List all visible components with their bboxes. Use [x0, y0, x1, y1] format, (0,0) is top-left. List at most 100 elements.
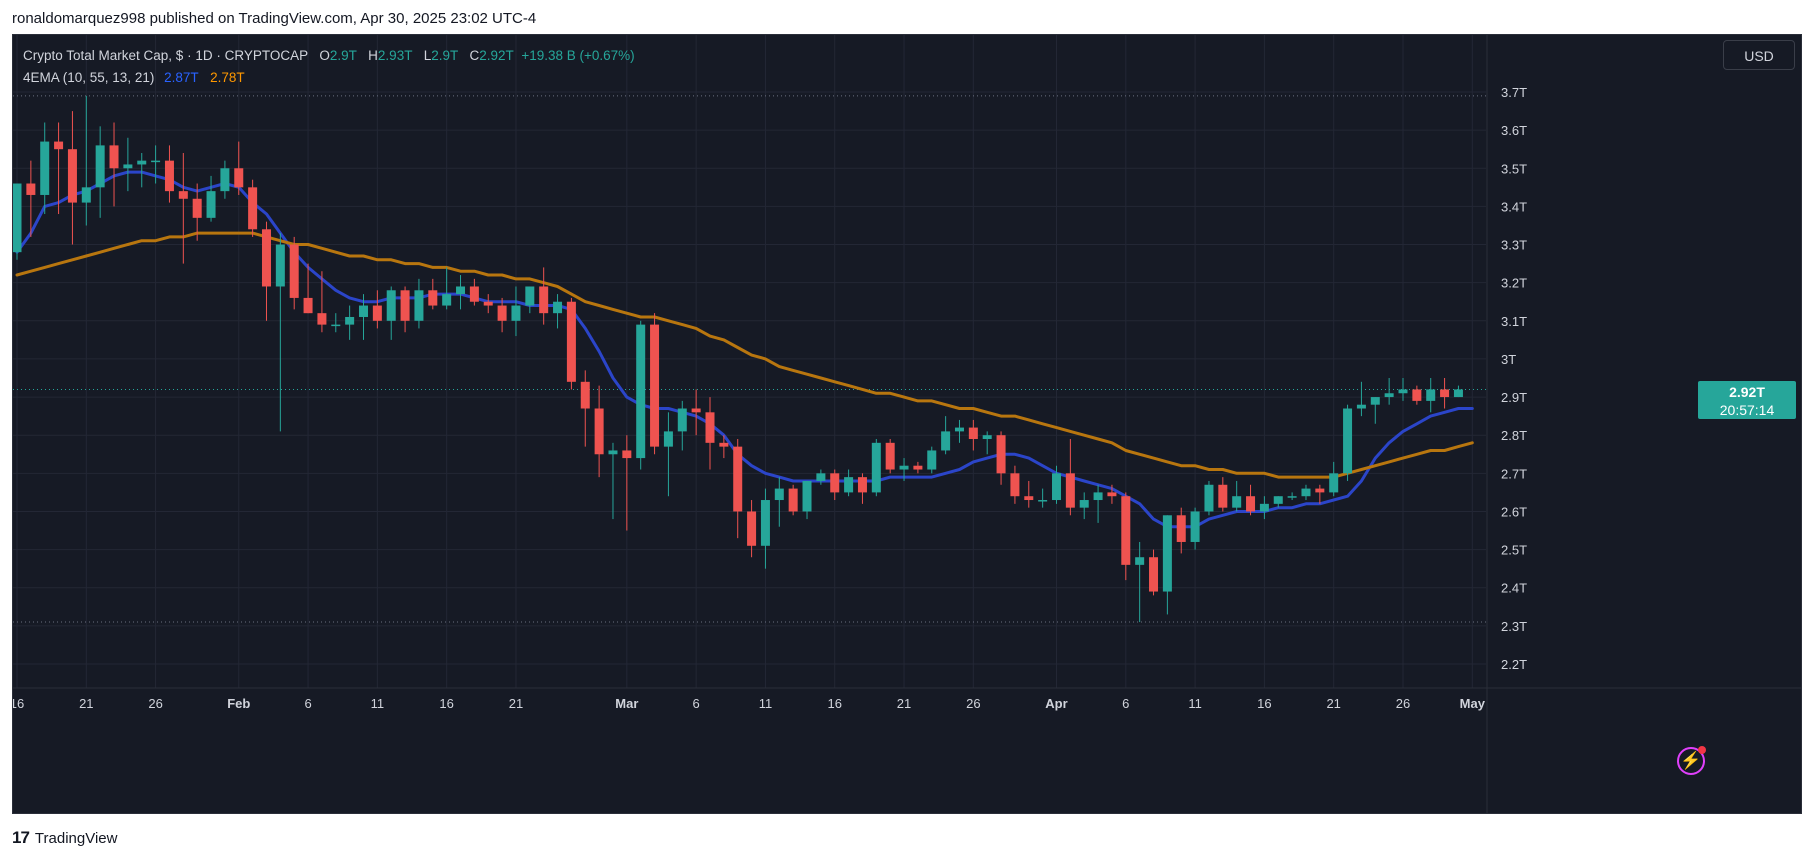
candle[interactable]	[539, 267, 549, 325]
candle[interactable]	[705, 397, 715, 470]
candle[interactable]	[608, 442, 618, 520]
candle[interactable]	[1356, 381, 1366, 417]
candle[interactable]	[719, 435, 729, 459]
candle[interactable]	[1412, 385, 1422, 405]
candle[interactable]	[400, 286, 410, 333]
candle[interactable]	[1315, 484, 1325, 504]
candle[interactable]	[67, 111, 77, 245]
candle[interactable]	[885, 439, 895, 474]
candle[interactable]	[996, 431, 1006, 485]
candle[interactable]	[345, 305, 355, 340]
candle[interactable]	[1370, 397, 1380, 424]
candle[interactable]	[899, 458, 909, 481]
candle[interactable]	[677, 400, 687, 451]
candle[interactable]	[54, 122, 64, 215]
candle[interactable]	[289, 236, 299, 310]
candle[interactable]	[941, 416, 951, 455]
candle[interactable]	[109, 122, 119, 207]
candle[interactable]	[1190, 507, 1200, 550]
candle[interactable]	[857, 473, 867, 504]
candle[interactable]	[1329, 461, 1339, 497]
candle[interactable]	[1218, 477, 1228, 512]
candle[interactable]	[220, 160, 230, 199]
candle[interactable]	[1176, 507, 1186, 554]
candle[interactable]	[234, 141, 244, 195]
candle[interactable]	[1398, 378, 1408, 401]
symbol-legend-row[interactable]: Crypto Total Market Cap, $ · 1D · CRYPTO…	[23, 45, 635, 67]
candle[interactable]	[317, 271, 327, 333]
candle[interactable]	[137, 153, 147, 188]
candle[interactable]	[1135, 541, 1145, 623]
candle[interactable]	[497, 297, 507, 333]
candle[interactable]	[1093, 484, 1103, 523]
candle[interactable]	[372, 290, 382, 329]
currency-button[interactable]: USD	[1723, 40, 1795, 70]
candle[interactable]	[1259, 496, 1269, 520]
candle[interactable]	[1052, 465, 1061, 504]
candle[interactable]	[1343, 404, 1353, 481]
candle[interactable]	[1107, 484, 1117, 504]
candle[interactable]	[26, 160, 36, 237]
candle[interactable]	[913, 461, 923, 474]
candle[interactable]	[968, 419, 978, 451]
candle[interactable]	[414, 278, 424, 329]
chart-panel[interactable]: 2.2T 2.3T 2.4T 2.5T 2.6T 2.7T 2.8T 2.9T 3T 3.1T 3.…	[12, 34, 1802, 814]
candle[interactable]	[1287, 492, 1297, 501]
candle[interactable]	[1426, 378, 1436, 413]
candle[interactable]	[1010, 465, 1020, 504]
candle[interactable]	[1121, 492, 1131, 581]
candle[interactable]	[594, 385, 604, 478]
candle[interactable]	[553, 294, 563, 329]
candle[interactable]	[248, 179, 258, 237]
candle[interactable]	[1024, 480, 1034, 508]
candle[interactable]	[442, 267, 452, 310]
time-axis[interactable]: 16 21 26 Feb 6 11 16 21 Mar 6 11 16 21 26 Apr 6 11 16 21 26…	[13, 687, 1801, 711]
candle[interactable]	[1453, 385, 1463, 398]
candle[interactable]	[13, 183, 22, 260]
candle[interactable]	[428, 278, 438, 310]
candle[interactable]	[816, 469, 826, 485]
candle[interactable]	[1149, 549, 1159, 596]
candle[interactable]	[1079, 492, 1089, 520]
candle[interactable]	[774, 477, 784, 527]
candle[interactable]	[303, 263, 313, 314]
candle[interactable]	[1232, 480, 1242, 512]
candle[interactable]	[788, 484, 798, 516]
candle[interactable]	[871, 439, 881, 497]
candle[interactable]	[1246, 484, 1256, 516]
candle[interactable]	[511, 286, 521, 337]
candle[interactable]	[81, 95, 91, 226]
candle[interactable]	[178, 153, 188, 264]
candle[interactable]	[261, 221, 271, 321]
candle[interactable]	[636, 320, 646, 470]
candle[interactable]	[650, 313, 660, 455]
candle[interactable]	[691, 389, 701, 436]
candle[interactable]	[192, 183, 202, 241]
candle[interactable]	[95, 126, 105, 218]
lightning-icon[interactable]: ⚡	[1677, 746, 1706, 775]
candle[interactable]	[1038, 488, 1048, 508]
candle[interactable]	[275, 233, 285, 432]
candle[interactable]	[1273, 496, 1283, 508]
candle[interactable]	[456, 275, 466, 310]
candle[interactable]	[1301, 484, 1311, 501]
candle[interactable]	[151, 145, 161, 184]
candle[interactable]	[830, 469, 840, 501]
candle[interactable]	[733, 439, 743, 539]
candle[interactable]	[663, 412, 673, 497]
candle[interactable]	[331, 313, 341, 333]
candle[interactable]	[206, 175, 216, 222]
candle[interactable]	[40, 122, 50, 215]
candle[interactable]	[566, 297, 576, 390]
candle[interactable]	[386, 286, 396, 340]
candle[interactable]	[954, 419, 964, 443]
candle[interactable]	[1440, 378, 1450, 409]
indicator-legend-row[interactable]: 4EMA (10, 55, 13, 21) 2.87T 2.78T	[23, 67, 635, 89]
candle[interactable]	[525, 286, 535, 314]
candle[interactable]	[844, 469, 854, 497]
candle[interactable]	[760, 488, 770, 569]
candle[interactable]	[1065, 439, 1075, 516]
candle[interactable]	[927, 446, 937, 474]
candle[interactable]	[483, 294, 493, 314]
candle[interactable]	[802, 480, 812, 520]
